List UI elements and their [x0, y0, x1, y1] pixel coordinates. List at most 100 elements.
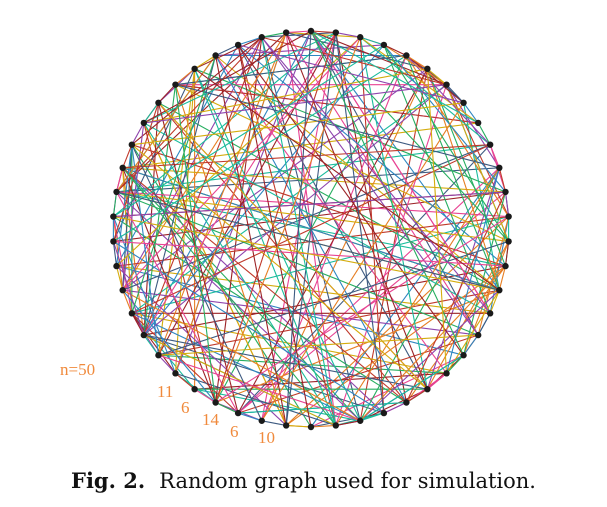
graph-node	[110, 213, 117, 220]
degree-label-5: 10	[258, 428, 275, 447]
graph-edge	[122, 122, 145, 291]
graph-node	[505, 238, 512, 245]
graph-edge	[285, 32, 479, 336]
graph-edge	[504, 241, 510, 267]
graph-edge	[335, 32, 361, 38]
graph-node	[191, 385, 198, 393]
graph-edge	[194, 388, 216, 403]
graph-edge	[116, 191, 479, 336]
graph-edge	[261, 36, 447, 86]
graph-edge	[261, 32, 287, 38]
graph-edge	[122, 289, 133, 314]
figure-caption: Fig. 2. Random graph used for simulation.	[0, 468, 607, 493]
graph-edge	[112, 68, 196, 242]
graph-edge	[175, 372, 195, 390]
graph-edge	[406, 55, 464, 104]
graph-node	[119, 164, 126, 172]
graph-edge	[463, 191, 507, 356]
graph-edge	[359, 36, 479, 124]
graph-nodes	[110, 27, 512, 431]
graph-edge	[194, 55, 216, 70]
graph-edge	[261, 32, 336, 38]
graph-node	[155, 99, 162, 106]
graph-edge	[112, 191, 118, 217]
graph-edge	[131, 84, 447, 314]
graph-edge	[122, 144, 133, 169]
graph-edge	[359, 36, 491, 146]
graph-node	[234, 409, 242, 417]
graph-node	[191, 65, 198, 73]
graph-node	[140, 119, 148, 127]
graph-edge	[131, 312, 361, 422]
graph-edge	[285, 32, 337, 426]
graph-edge	[143, 334, 159, 356]
random-graph	[110, 27, 512, 431]
graph-edge	[112, 216, 176, 374]
graph-edge	[131, 122, 145, 145]
graph-edge	[477, 122, 491, 145]
graph-edge	[113, 191, 506, 218]
graph-edge	[446, 354, 464, 374]
graph-edge	[194, 68, 500, 291]
graph-edge	[131, 144, 428, 390]
graph-edge	[143, 122, 217, 403]
graph-edge	[143, 265, 506, 336]
graph-node	[460, 352, 467, 359]
graph-node	[380, 409, 388, 417]
graph-edge	[122, 289, 361, 422]
graph-edge	[285, 30, 312, 426]
graph-edge	[157, 102, 239, 414]
graph-node	[502, 188, 509, 196]
graph-node	[403, 399, 410, 406]
graph-node	[282, 422, 290, 429]
graph-edge	[158, 240, 509, 356]
graph-edge	[498, 167, 507, 193]
graph-edge	[463, 334, 479, 356]
graph-edge	[122, 289, 217, 403]
graph-edge	[116, 55, 217, 193]
graph-node	[128, 310, 136, 317]
graph-node	[113, 262, 120, 270]
graph-node	[474, 119, 482, 127]
degree-label-1: 11	[157, 382, 174, 401]
degree-label-3: 14	[202, 410, 219, 429]
graph-edge	[237, 44, 465, 356]
graph-edge	[131, 102, 464, 146]
graph-edge	[143, 55, 217, 336]
graph-edge	[215, 44, 239, 56]
graph-edge	[286, 32, 428, 70]
graph-edge	[489, 289, 500, 314]
graph-edge	[335, 167, 500, 426]
graph-node	[486, 141, 494, 148]
graph-edge	[131, 312, 176, 374]
graph-edge	[122, 167, 407, 403]
node-count-label: n=50	[60, 360, 96, 379]
graph-node	[474, 331, 482, 339]
graph-edge	[143, 84, 447, 124]
graph-node	[113, 188, 120, 196]
graph-edge	[215, 289, 500, 404]
graph-edge	[116, 36, 361, 267]
graph-edge	[383, 402, 407, 414]
graph-edge	[215, 44, 384, 57]
graph-edge	[261, 102, 465, 422]
graph-edge	[310, 354, 464, 428]
graph-edge	[174, 68, 196, 374]
graph-edge	[158, 334, 479, 356]
graph-edge	[215, 402, 239, 414]
graph-node	[332, 29, 340, 36]
graph-edge	[446, 84, 464, 104]
graph-edge	[335, 420, 361, 426]
graph-edge	[143, 68, 428, 124]
graph-edge	[215, 55, 287, 426]
graph-edge	[489, 144, 500, 169]
graph-edge	[310, 30, 510, 242]
graph-node	[460, 99, 467, 106]
graph-node	[172, 370, 179, 377]
graph-edge	[215, 37, 361, 403]
graph-edge	[285, 216, 509, 426]
graph-edge	[158, 354, 447, 374]
graph-node	[424, 385, 431, 393]
graph-node	[258, 34, 265, 41]
